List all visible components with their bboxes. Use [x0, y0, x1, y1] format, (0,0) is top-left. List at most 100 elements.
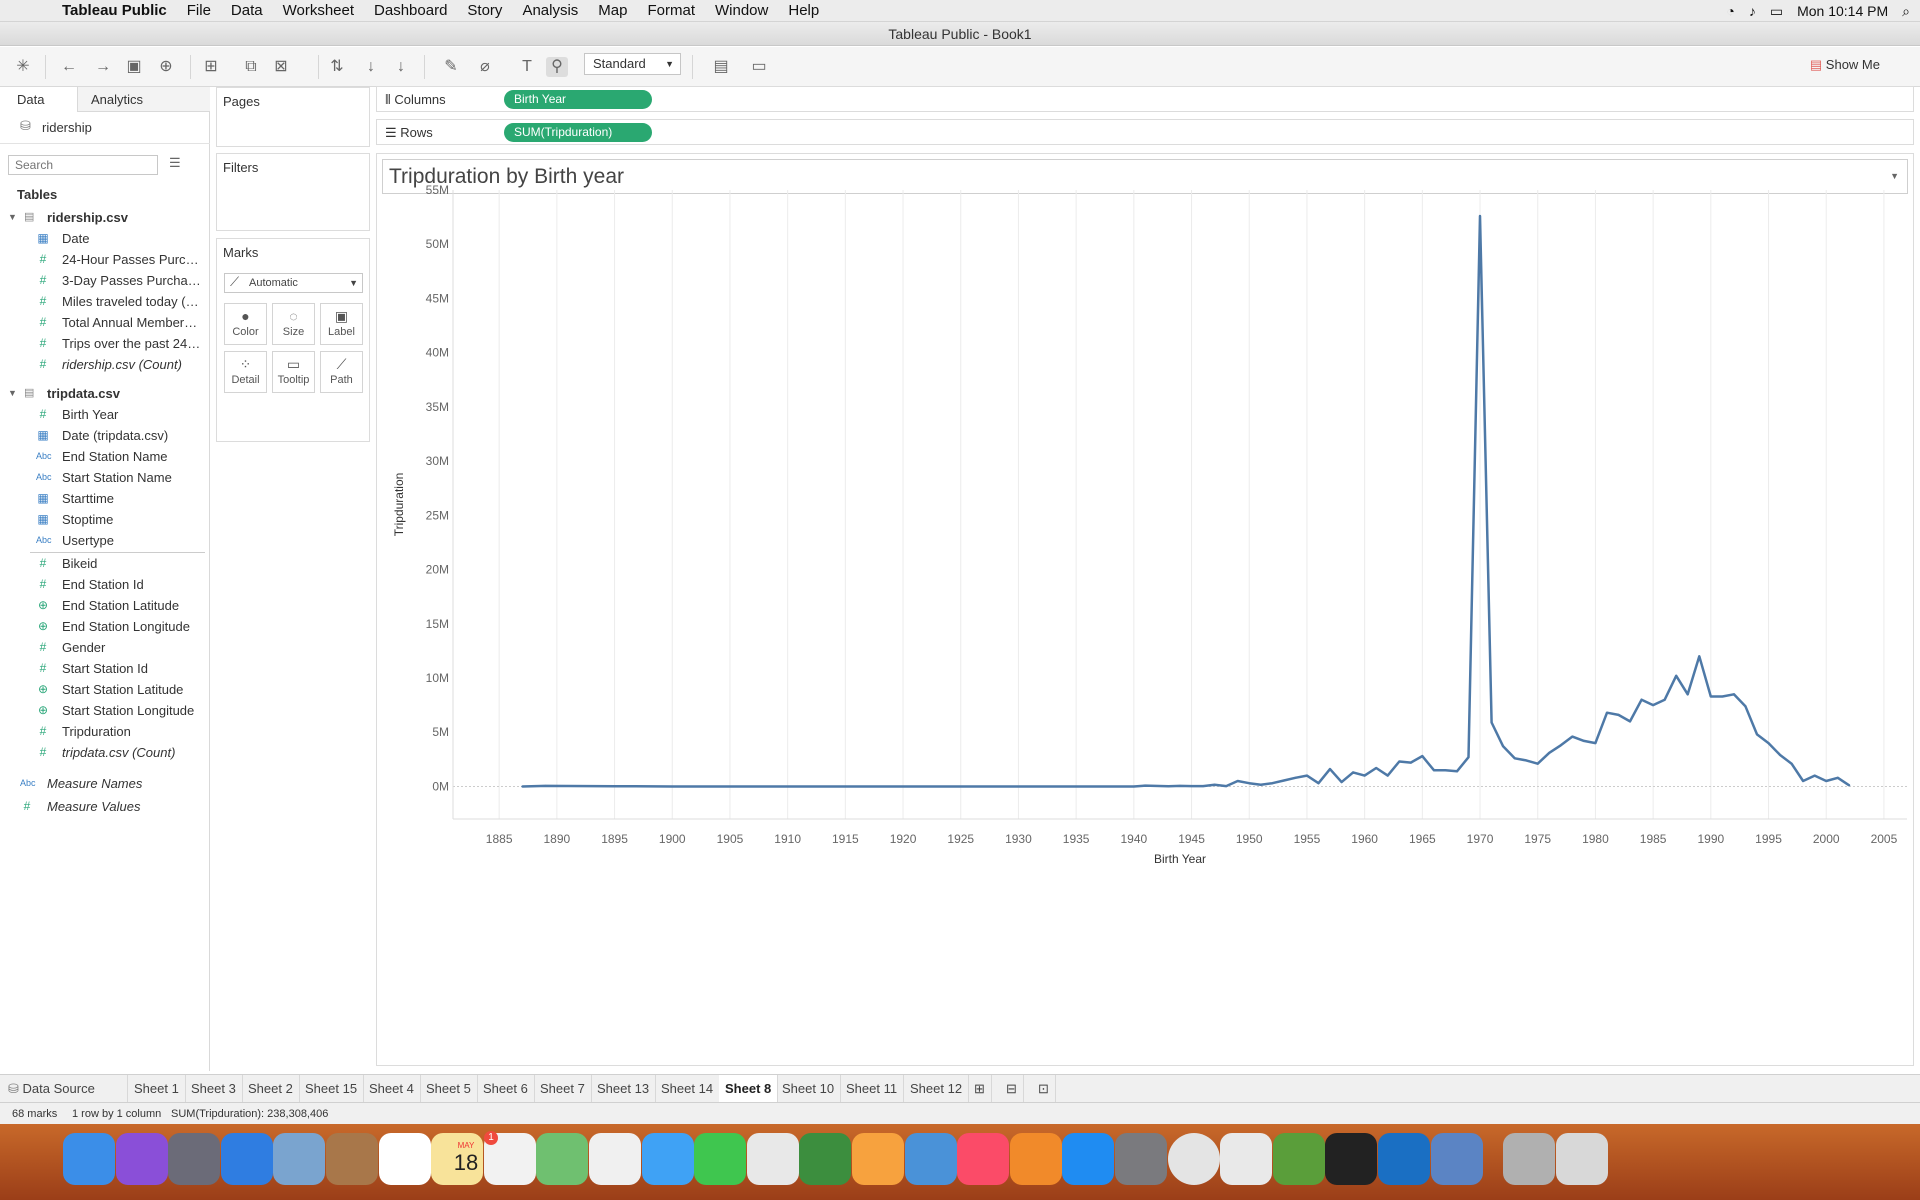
- pages-card[interactable]: Pages: [216, 87, 370, 147]
- sort-ascending-icon[interactable]: ↓: [367, 58, 375, 75]
- sort-descending-icon[interactable]: ↓: [397, 58, 405, 75]
- filters-card[interactable]: Filters: [216, 153, 370, 231]
- launchpad-icon[interactable]: [168, 1133, 221, 1185]
- menu-dashboard[interactable]: Dashboard: [374, 2, 448, 19]
- data-point[interactable]: [544, 784, 547, 787]
- rows-pill[interactable]: SUM(Tripduration): [504, 123, 652, 142]
- show-cards-icon[interactable]: ▤: [713, 58, 729, 75]
- data-point[interactable]: [1721, 695, 1724, 698]
- data-point[interactable]: [1132, 785, 1135, 788]
- data-point[interactable]: [1559, 744, 1562, 747]
- marks-path-button[interactable]: ⟋ Path: [320, 351, 363, 393]
- data-point[interactable]: [1317, 782, 1320, 785]
- data-point[interactable]: [613, 785, 616, 788]
- sheet-tab-sheet-12[interactable]: Sheet 12: [904, 1075, 970, 1103]
- system-preferences-icon[interactable]: [1115, 1133, 1167, 1185]
- data-point[interactable]: [1294, 776, 1297, 779]
- redo-icon[interactable]: →: [95, 58, 111, 75]
- highlight-icon[interactable]: ✎: [444, 58, 458, 75]
- field-end-station-name[interactable]: Abc End Station Name: [0, 446, 205, 467]
- music-icon[interactable]: [957, 1133, 1010, 1185]
- data-point[interactable]: [1836, 776, 1839, 779]
- data-point[interactable]: [1744, 705, 1747, 708]
- sheet-tab-sheet-7[interactable]: Sheet 7: [534, 1075, 592, 1103]
- table-tripdata-csv[interactable]: ▼ ▤ tripdata.csv: [0, 383, 205, 404]
- field-start-station-latitude[interactable]: ⊕ Start Station Latitude: [0, 679, 205, 700]
- data-point[interactable]: [1017, 785, 1020, 788]
- finder-icon[interactable]: [63, 1133, 115, 1185]
- data-point[interactable]: [1144, 784, 1147, 787]
- data-point[interactable]: [1709, 695, 1712, 698]
- data-point[interactable]: [1640, 698, 1643, 701]
- data-point[interactable]: [1271, 782, 1274, 785]
- chrome-icon[interactable]: [1167, 1133, 1220, 1185]
- menu-worksheet[interactable]: Worksheet: [282, 2, 355, 19]
- sheet-tab-sheet-10[interactable]: Sheet 10: [776, 1075, 842, 1103]
- volume-icon[interactable]: ♪: [1748, 3, 1756, 19]
- data-point[interactable]: [1732, 693, 1735, 696]
- data-point[interactable]: [1525, 759, 1528, 762]
- data-point[interactable]: [1629, 720, 1632, 723]
- keynote-icon[interactable]: [852, 1133, 904, 1185]
- field-bikeid[interactable]: # Bikeid: [0, 553, 205, 574]
- columns-shelf[interactable]: ⦀ Columns Birth Year: [376, 86, 1914, 112]
- data-point[interactable]: [1617, 713, 1620, 716]
- sheet-tab-sheet-15[interactable]: Sheet 15: [299, 1075, 365, 1103]
- data-point[interactable]: [1582, 739, 1585, 742]
- data-point[interactable]: [1698, 655, 1701, 658]
- marks-size-button[interactable]: ◌ Size: [272, 303, 315, 345]
- sheet-tab-sheet-3[interactable]: Sheet 3: [185, 1075, 243, 1103]
- data-point[interactable]: [1536, 762, 1539, 765]
- calendar-icon[interactable]: [378, 1133, 431, 1185]
- line-chart[interactable]: 1885 1890 1895 1900 1905 1910 1915 1920 1925 1930…: [377, 154, 1913, 1065]
- data-point[interactable]: [1490, 721, 1493, 724]
- maps-icon[interactable]: [536, 1133, 589, 1185]
- data-point[interactable]: [1213, 783, 1216, 786]
- clock[interactable]: Mon 10:14 PM: [1797, 3, 1889, 19]
- data-point[interactable]: [1386, 774, 1389, 777]
- field-measure-values[interactable]: # Measure Values: [0, 796, 205, 817]
- tab-analytics[interactable]: Analytics: [91, 92, 144, 107]
- downloads-icon[interactable]: [1503, 1133, 1556, 1185]
- data-point[interactable]: [521, 785, 524, 788]
- data-point[interactable]: [1352, 771, 1355, 774]
- data-point[interactable]: [1571, 735, 1574, 738]
- duplicate-sheet-icon[interactable]: ⧉: [245, 58, 257, 75]
- tab-data[interactable]: Data: [0, 87, 78, 112]
- menu-map[interactable]: Map: [598, 2, 628, 19]
- field-3-day-passes-purchase-[interactable]: #3-Day Passes Purchase...: [0, 270, 205, 291]
- field-end-station-id[interactable]: # End Station Id: [0, 574, 205, 595]
- messages-icon[interactable]: [641, 1133, 694, 1185]
- data-point[interactable]: [1305, 774, 1308, 777]
- field-usertype[interactable]: Abc Usertype: [0, 530, 205, 551]
- wifi-icon[interactable]: ◔: [1726, 3, 1735, 19]
- data-point[interactable]: [1479, 215, 1482, 218]
- menu-format[interactable]: Format: [647, 2, 695, 19]
- sheet-tab-sheet-1[interactable]: Sheet 1: [128, 1075, 186, 1103]
- new-worksheet-icon[interactable]: ⊞: [204, 58, 218, 75]
- siri-icon[interactable]: [115, 1133, 168, 1185]
- mark-type-select[interactable]: Automatic ▼: [224, 273, 363, 293]
- data-point[interactable]: [1375, 767, 1378, 770]
- group-icon[interactable]: ⌀: [480, 58, 490, 75]
- data-point[interactable]: [1444, 769, 1447, 772]
- data-point[interactable]: [1179, 784, 1181, 787]
- search-icon[interactable]: ⌕: [1902, 2, 1910, 19]
- field-start-station-longitude[interactable]: ⊕ Start Station Longitude: [0, 700, 205, 721]
- data-point[interactable]: [786, 785, 789, 788]
- safari-icon[interactable]: [220, 1133, 273, 1185]
- view-options-icon[interactable]: ☰: [169, 155, 181, 170]
- menu-analysis[interactable]: Analysis: [522, 2, 579, 19]
- data-point[interactable]: [1432, 769, 1435, 772]
- field-gender[interactable]: # Gender: [0, 637, 205, 658]
- save-icon[interactable]: ▣: [126, 58, 142, 75]
- battery-icon[interactable]: ▭: [1769, 2, 1784, 19]
- new-datasource-icon[interactable]: ⊕: [159, 58, 173, 75]
- new-worksheet-tab-icon[interactable]: ⊞: [968, 1075, 992, 1103]
- data-point[interactable]: [728, 785, 731, 788]
- data-point[interactable]: [1767, 742, 1770, 745]
- new-dashboard-tab-icon[interactable]: ⊟: [1000, 1075, 1024, 1103]
- data-point[interactable]: [1790, 762, 1793, 765]
- menu-file[interactable]: File: [186, 2, 211, 19]
- field-trips-over-the-past-24-[interactable]: # Trips over the past 24-...: [0, 333, 205, 354]
